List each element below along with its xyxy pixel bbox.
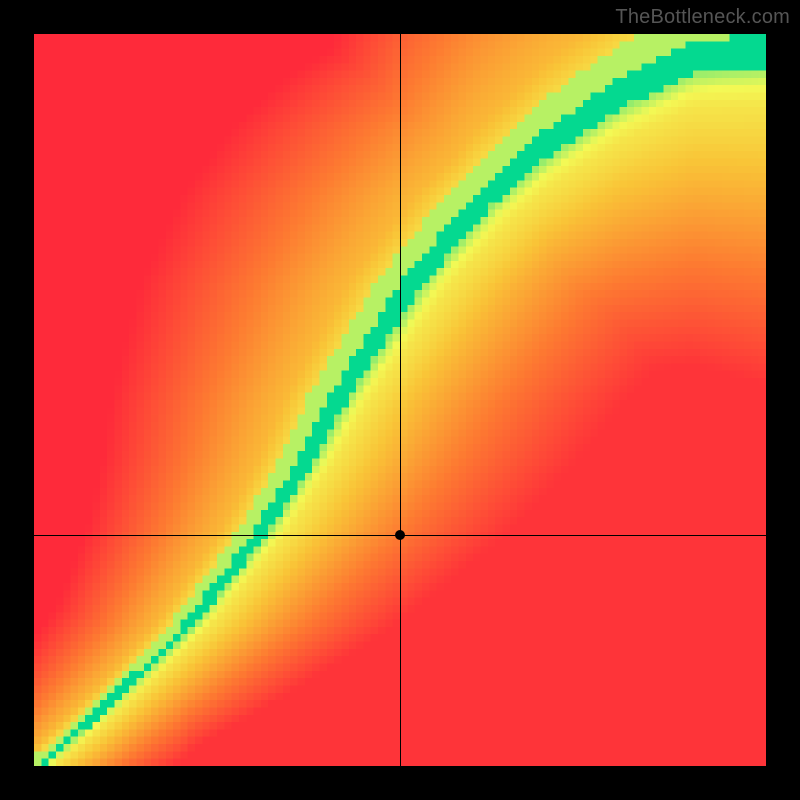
crosshair-vertical-line <box>400 34 401 766</box>
chart-container: TheBottleneck.com <box>0 0 800 800</box>
watermark-text: TheBottleneck.com <box>615 6 790 29</box>
